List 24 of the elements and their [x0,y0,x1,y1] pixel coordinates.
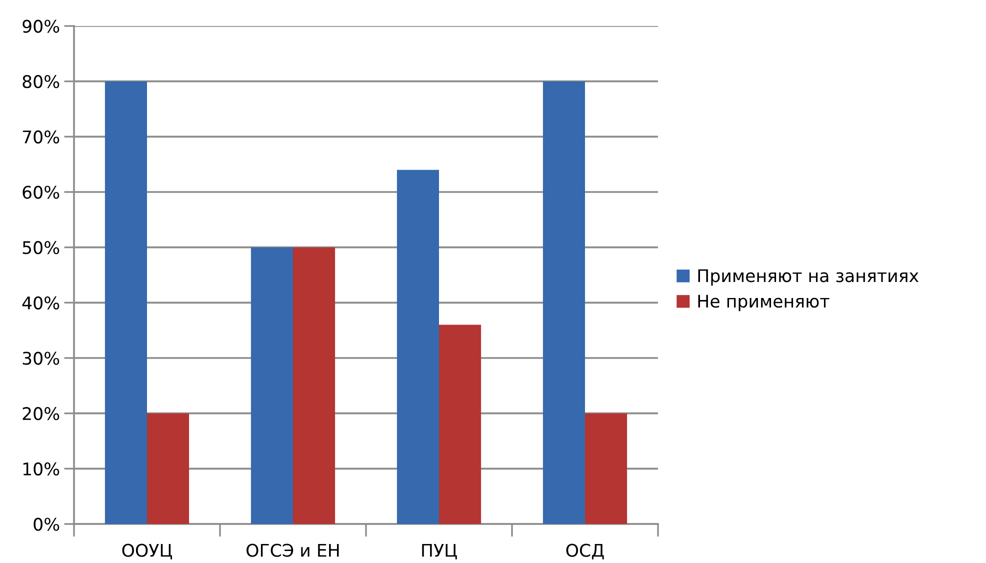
bar [104,81,147,524]
y-tick-label: 70% [22,130,60,144]
x-tick-label: ООУЦ [122,544,172,560]
x-tick-label: ОСД [566,544,604,560]
y-tick-label: 0% [34,518,60,531]
y-tick-label: 90% [22,20,60,33]
bar [439,324,482,524]
bar [585,413,628,524]
legend-label: Не применяют [698,294,830,312]
x-tick-label: ПУЦ [422,544,457,560]
y-tick-label: 30% [22,352,60,365]
y-tick-label: 60% [22,186,60,199]
bar [293,247,336,524]
legend-label: Применяют на занятиях [698,269,918,286]
bar [396,170,439,524]
bar [250,247,293,524]
bar [147,413,190,524]
bar [542,81,585,524]
x-tick-label: ОГСЭ и ЕН [246,544,339,557]
y-tick-label: 50% [22,241,60,254]
y-tick-label: 40% [22,296,60,310]
y-tick-label: 20% [22,407,60,420]
y-tick-label: 10% [23,462,60,476]
y-tick-label: 80% [22,75,60,88]
